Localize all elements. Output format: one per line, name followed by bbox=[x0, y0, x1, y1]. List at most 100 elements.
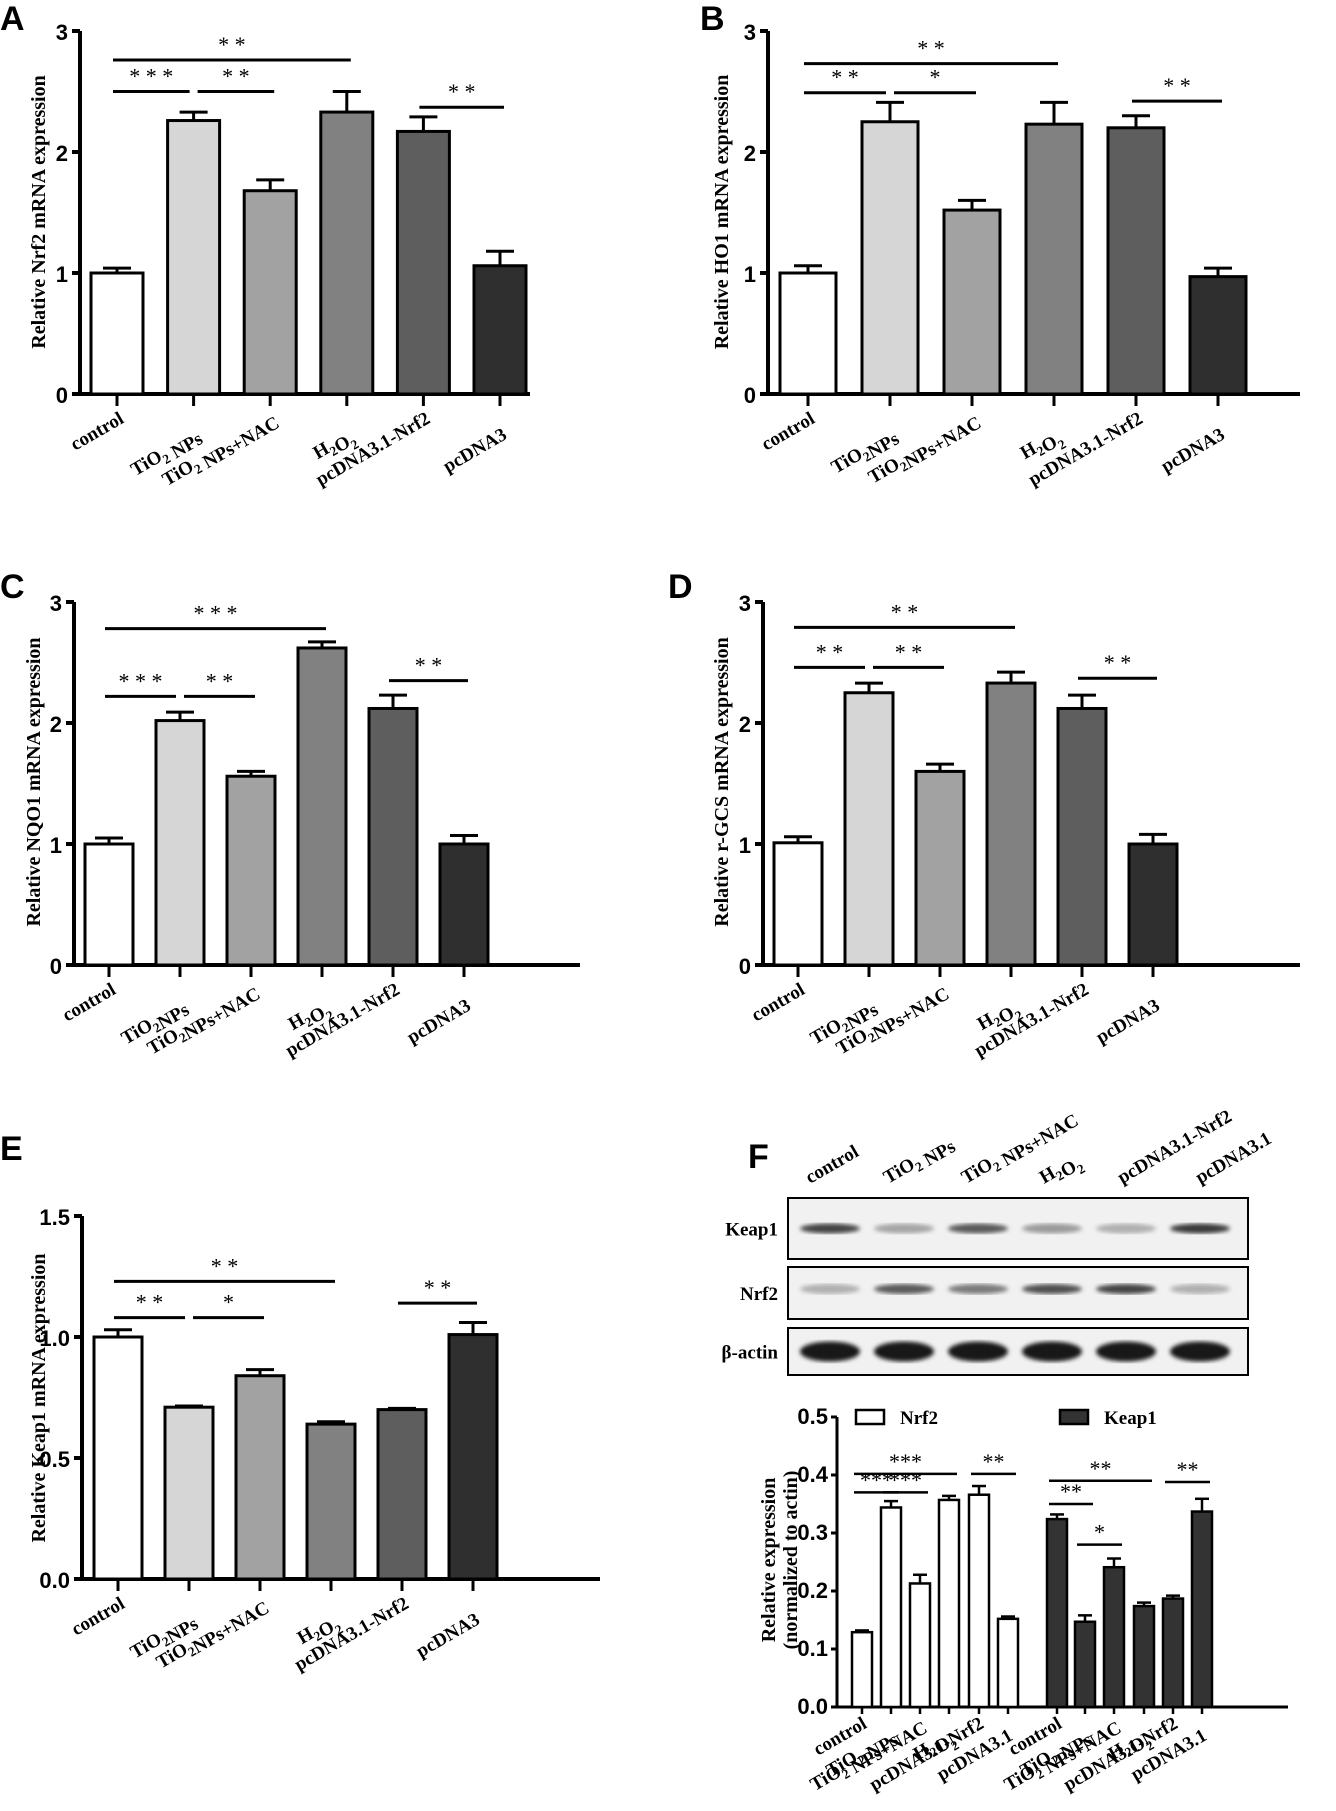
significance-label: * bbox=[930, 65, 941, 90]
significance-label: * * bbox=[415, 653, 443, 678]
bar-tio2nps-nac bbox=[225, 774, 277, 967]
x-tick-label: control bbox=[59, 979, 119, 1026]
significance-label: * * bbox=[211, 1253, 239, 1278]
bar-h2o2 bbox=[1024, 122, 1084, 396]
significance-label: * bbox=[1094, 1520, 1105, 1545]
x-tick-label: pcDNA3 bbox=[1093, 995, 1164, 1048]
blot-band bbox=[1096, 1284, 1156, 1294]
bar-keap1-4 bbox=[1161, 1597, 1185, 1709]
blot-band bbox=[800, 1284, 860, 1294]
y-tick-label: 2 bbox=[744, 141, 756, 166]
y-tick-label: 1.5 bbox=[39, 1205, 70, 1230]
legend-swatch-keap1 bbox=[1058, 1408, 1090, 1426]
x-tick-label: pcDNA3 bbox=[413, 1609, 484, 1662]
y-tick-label: 0 bbox=[744, 383, 756, 408]
y-tick-label: 0 bbox=[56, 383, 68, 408]
blot-row-label: Keap1 bbox=[725, 1220, 778, 1241]
significance-label: * * bbox=[136, 1290, 164, 1315]
significance-label: ** bbox=[983, 1449, 1005, 1474]
bar-nrf2-0 bbox=[850, 1630, 874, 1709]
y-tick-label: 3 bbox=[739, 591, 751, 616]
y-tick-label: 0.0 bbox=[39, 1568, 70, 1593]
y-tick-label: 1.0 bbox=[39, 1326, 70, 1351]
bar-h2o2 bbox=[985, 681, 1037, 967]
significance-label: * * bbox=[1104, 650, 1132, 675]
bar-nrf2-3 bbox=[937, 1498, 961, 1709]
bar-pcdna3 bbox=[1127, 842, 1179, 967]
bar-pcdna3 bbox=[472, 264, 528, 396]
x-tick-label: pcDNA3 bbox=[404, 995, 475, 1048]
y-tick-label: 1 bbox=[739, 833, 751, 858]
significance-label: * * bbox=[895, 639, 923, 664]
bar-h2o2 bbox=[305, 1422, 357, 1581]
significance-label: *** bbox=[860, 1467, 893, 1492]
blot-row-label: β-actin bbox=[722, 1343, 779, 1364]
bar-tio2nps-nac bbox=[234, 1374, 286, 1581]
x-tick-label: control bbox=[758, 408, 818, 455]
bar-keap1-2 bbox=[1102, 1565, 1126, 1709]
blot-band bbox=[1096, 1223, 1156, 1234]
y-tick-label: 0 bbox=[739, 954, 751, 979]
y-tick-label: 0.3 bbox=[797, 1520, 828, 1545]
bar-h2o2 bbox=[296, 646, 348, 967]
y-tick-label: 0.4 bbox=[797, 1462, 828, 1487]
legend-label-nrf2: Nrf2 bbox=[900, 1408, 938, 1429]
significance-label: * * bbox=[424, 1275, 452, 1300]
significance-label: * * bbox=[448, 79, 476, 104]
bar-nrf2-4 bbox=[967, 1493, 991, 1709]
y-axis-label: Relative HO1 mRNA expression bbox=[711, 75, 733, 350]
significance-label: * * * bbox=[129, 64, 173, 89]
y-tick-label: 0 bbox=[50, 954, 62, 979]
significance-label: * * bbox=[816, 639, 844, 664]
bar-control bbox=[778, 271, 838, 396]
bar-keap1-3 bbox=[1132, 1604, 1156, 1709]
blot-band bbox=[1022, 1341, 1082, 1362]
y-tick-label: 0.1 bbox=[797, 1636, 828, 1661]
x-tick-label: pcDNA3 bbox=[1158, 424, 1229, 477]
bar-pcdna3 bbox=[447, 1333, 499, 1581]
blot-band bbox=[1022, 1223, 1082, 1234]
panel-letter: D bbox=[668, 568, 693, 606]
blot-band bbox=[874, 1223, 934, 1234]
bar-control bbox=[89, 271, 145, 396]
panel-letter: B bbox=[700, 0, 725, 38]
significance-label: ** bbox=[1177, 1457, 1199, 1482]
x-tick-label: control bbox=[67, 408, 127, 455]
y-axis-label: Relative expression bbox=[758, 1478, 780, 1643]
bar-pcdna3-1-nrf2 bbox=[376, 1408, 428, 1581]
panel-b: B 0 1 2 3 Relative HO1 mRNA expression control… bbox=[700, 0, 1300, 490]
bar-pcdna3-1-nrf2 bbox=[367, 706, 419, 967]
blot-band bbox=[1170, 1341, 1230, 1362]
bar-nrf2-5 bbox=[996, 1617, 1020, 1709]
panel-letter: A bbox=[0, 0, 25, 38]
blot-band bbox=[1170, 1223, 1230, 1234]
y-axis-label: (normalized to actin) bbox=[780, 1471, 802, 1650]
y-axis-label: Relative Nrf2 mRNA expression bbox=[28, 75, 50, 348]
significance-label: * bbox=[223, 1290, 234, 1315]
legend-label-keap1: Keap1 bbox=[1104, 1408, 1157, 1429]
bar-pcdna3-1-nrf2 bbox=[1106, 126, 1166, 396]
significance-label: * * bbox=[222, 64, 250, 89]
blot-lane-label: H2O2 bbox=[1036, 1149, 1088, 1196]
y-tick-label: 1 bbox=[56, 262, 68, 287]
blot-band bbox=[1022, 1284, 1082, 1294]
x-tick-label: control bbox=[68, 1593, 128, 1640]
significance-label: * * bbox=[218, 32, 246, 57]
panel-letter: C bbox=[0, 568, 25, 606]
blot-band bbox=[800, 1223, 860, 1234]
blot-lane-label: TiO2 NPs bbox=[880, 1132, 959, 1193]
significance-label: * * * bbox=[119, 668, 163, 693]
y-axis-label: Relative NQO1 mRNA expression bbox=[23, 637, 45, 926]
panel-letter: E bbox=[0, 1130, 23, 1168]
y-tick-label: 3 bbox=[56, 20, 68, 45]
bar-pcdna3 bbox=[438, 842, 490, 967]
bar-control bbox=[92, 1335, 144, 1581]
significance-label: * * bbox=[831, 65, 859, 90]
significance-label: ** bbox=[1090, 1456, 1112, 1481]
y-tick-label: 2 bbox=[739, 712, 751, 737]
bar-tio2nps bbox=[843, 691, 895, 967]
blot-band bbox=[948, 1341, 1008, 1362]
